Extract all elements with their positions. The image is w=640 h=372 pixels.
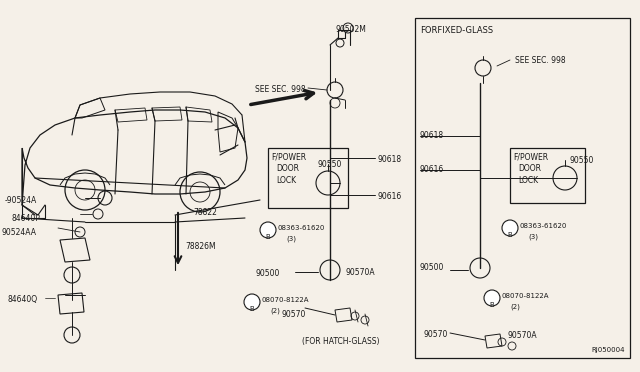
Text: 84640Q: 84640Q <box>8 295 38 304</box>
Text: B: B <box>265 234 269 240</box>
Text: 08363-61620: 08363-61620 <box>278 225 325 231</box>
Text: 90550: 90550 <box>318 160 342 169</box>
Text: FORFIXED-GLASS: FORFIXED-GLASS <box>420 26 493 35</box>
Text: SEE SEC. 998: SEE SEC. 998 <box>255 85 306 94</box>
Text: 84640P: 84640P <box>12 214 41 223</box>
Text: 78826M: 78826M <box>185 242 216 251</box>
Text: LOCK: LOCK <box>518 176 538 185</box>
Text: 08070-8122A: 08070-8122A <box>502 293 550 299</box>
Circle shape <box>484 290 500 306</box>
Text: (3): (3) <box>286 235 296 241</box>
Circle shape <box>502 220 518 236</box>
Text: F/POWER: F/POWER <box>513 152 548 161</box>
Text: B: B <box>507 232 512 238</box>
Bar <box>510 148 585 203</box>
Circle shape <box>260 222 276 238</box>
Text: 08363-61620: 08363-61620 <box>520 223 568 229</box>
Bar <box>415 18 630 358</box>
Text: 90524AA: 90524AA <box>2 228 37 237</box>
Text: RJ050004: RJ050004 <box>591 347 625 353</box>
Text: SEE SEC. 998: SEE SEC. 998 <box>515 56 566 65</box>
Text: 90570A: 90570A <box>345 268 374 277</box>
Text: 90570: 90570 <box>282 310 307 319</box>
Text: B: B <box>489 302 493 308</box>
Text: 78822: 78822 <box>193 208 217 217</box>
Text: 90616: 90616 <box>420 165 444 174</box>
Text: F/POWER: F/POWER <box>271 152 306 161</box>
Text: 90570A: 90570A <box>508 331 538 340</box>
Text: 90502M: 90502M <box>335 25 366 34</box>
Text: LOCK: LOCK <box>276 176 296 185</box>
Text: (2): (2) <box>270 307 280 314</box>
Text: 90500: 90500 <box>255 269 280 278</box>
Text: -90524A: -90524A <box>5 196 37 205</box>
Text: (FOR HATCH-GLASS): (FOR HATCH-GLASS) <box>302 337 380 346</box>
Bar <box>268 148 348 208</box>
Text: B: B <box>249 306 253 312</box>
Text: DOOR: DOOR <box>276 164 299 173</box>
Text: DOOR: DOOR <box>518 164 541 173</box>
Text: 90550: 90550 <box>570 156 595 165</box>
Text: (2): (2) <box>510 303 520 310</box>
Circle shape <box>244 294 260 310</box>
Text: 90616: 90616 <box>377 192 401 201</box>
Text: 90618: 90618 <box>420 131 444 140</box>
Text: 08070-8122A: 08070-8122A <box>262 297 310 303</box>
Text: 90500: 90500 <box>420 263 444 272</box>
Text: 90570: 90570 <box>423 330 447 339</box>
Text: (3): (3) <box>528 233 538 240</box>
Text: 90618: 90618 <box>377 155 401 164</box>
